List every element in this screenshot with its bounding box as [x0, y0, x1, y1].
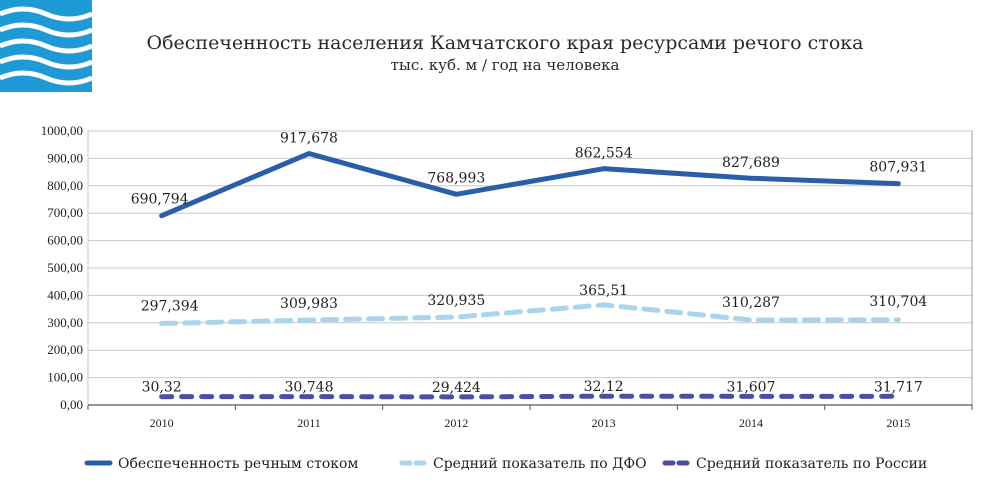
data-label: 30,32: [142, 380, 182, 396]
y-tick-label: 900,00: [47, 150, 83, 165]
series-lines: [159, 151, 901, 400]
data-label: 862,554: [575, 146, 633, 162]
series-line-2: [159, 302, 901, 327]
y-tick-label: 300,00: [47, 315, 83, 330]
legend-label: Обеспеченность речным стоком: [118, 456, 358, 472]
grid: [87, 130, 973, 410]
series-line-1: [159, 151, 901, 219]
data-label: 365,51: [579, 283, 628, 299]
data-label: 917,678: [280, 131, 338, 147]
data-label: 30,748: [285, 380, 334, 396]
data-labels: 690,794 917,678 768,993 862,554 827,689 807,9…: [131, 131, 928, 396]
logo-wave: [0, 38, 93, 54]
chart-subtitle: тыс. куб. м / год на человека: [391, 56, 620, 74]
data-label: 690,794: [131, 192, 189, 208]
x-tick-label: 2014: [739, 416, 763, 430]
data-label: 31,717: [874, 379, 923, 395]
data-label: 31,607: [727, 379, 776, 395]
x-tick-label: 2012: [444, 416, 468, 430]
data-label: 297,394: [141, 299, 199, 315]
legend-label: Средний показатель по России: [696, 456, 927, 472]
logo-wave: [0, 22, 93, 38]
y-tick-label: 0,00: [60, 397, 83, 412]
x-tick-label: 2015: [886, 416, 910, 430]
data-label: 29,424: [432, 380, 481, 396]
x-tick-label: 2010: [150, 416, 174, 430]
y-tick-label: 700,00: [47, 205, 83, 220]
legend-label: Средний показатель по ДФО: [433, 456, 647, 472]
data-label: 807,931: [869, 160, 927, 176]
series-line-3: [159, 393, 901, 400]
logo: [0, 0, 93, 92]
axes: 0,00 100,00 200,00 300,00 400,00 500,00 600,00…: [41, 123, 973, 430]
data-label: 32,12: [584, 379, 624, 395]
data-label: 309,983: [280, 296, 338, 312]
legend: Обеспеченность речным стоком Средний пока…: [84, 456, 927, 472]
y-tick-label: 200,00: [47, 342, 83, 357]
chart-title: Обеспеченность населения Камчатского кра…: [147, 32, 864, 54]
data-label: 320,935: [427, 293, 485, 309]
logo-wave: [0, 70, 93, 86]
y-tick-label: 400,00: [47, 287, 83, 302]
logo-wave: [0, 6, 93, 22]
y-tick-label: 100,00: [47, 370, 83, 385]
y-tick-label: 500,00: [47, 260, 83, 275]
data-label: 310,704: [869, 294, 927, 310]
x-tick-label: 2013: [592, 416, 616, 430]
data-label: 768,993: [427, 170, 485, 186]
logo-wave: [0, 54, 93, 70]
data-label: 310,287: [722, 295, 780, 311]
x-tick-label: 2011: [297, 416, 321, 430]
y-tick-label: 600,00: [47, 233, 83, 248]
y-tick-label: 1000,00: [41, 123, 83, 138]
y-tick-label: 800,00: [47, 178, 83, 193]
data-label: 827,689: [722, 155, 780, 171]
